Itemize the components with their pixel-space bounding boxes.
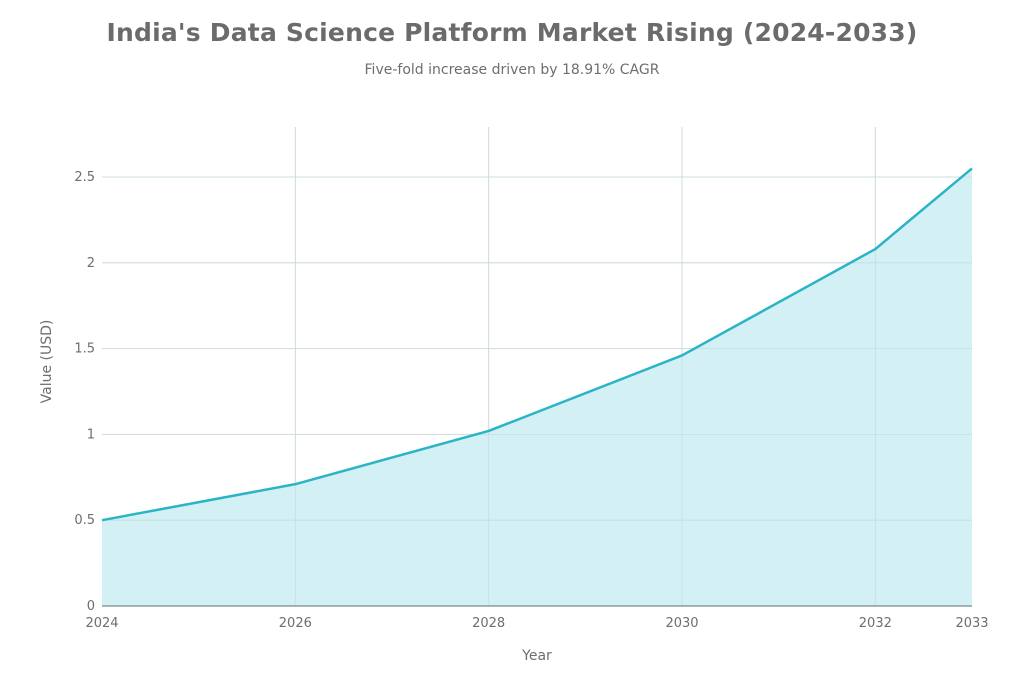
chart-title: India's Data Science Platform Market Ris… <box>106 18 918 47</box>
x-tick-label: 2030 <box>665 616 698 631</box>
area-layer <box>101 127 973 607</box>
series-line <box>101 167 973 522</box>
y-tick-label: 1 <box>87 427 95 442</box>
y-tick-label: 1.5 <box>74 342 95 357</box>
x-tick-label: 2032 <box>859 616 892 631</box>
x-tick-label: 2024 <box>85 616 118 631</box>
y-tick-label: 0.5 <box>74 513 95 528</box>
label-layer: 0 0.5 1 1.5 2 2.5 2024 2026 2028 2030 2032 2033 <box>74 170 988 631</box>
y-tick-label: 2.5 <box>74 170 95 185</box>
y-axis-title: Value (USD) <box>39 320 55 404</box>
x-tick-label: 2028 <box>472 616 505 631</box>
y-tick-label: 2 <box>87 256 95 271</box>
x-axis-title: Year <box>521 648 552 664</box>
chart-subtitle: Five-fold increase driven by 18.91% CAGR <box>364 62 660 78</box>
area-fill <box>102 168 972 607</box>
y-tick-label: 0 <box>87 599 95 614</box>
x-tick-label: 2026 <box>279 616 312 631</box>
x-tick-label: 2033 <box>955 616 988 631</box>
